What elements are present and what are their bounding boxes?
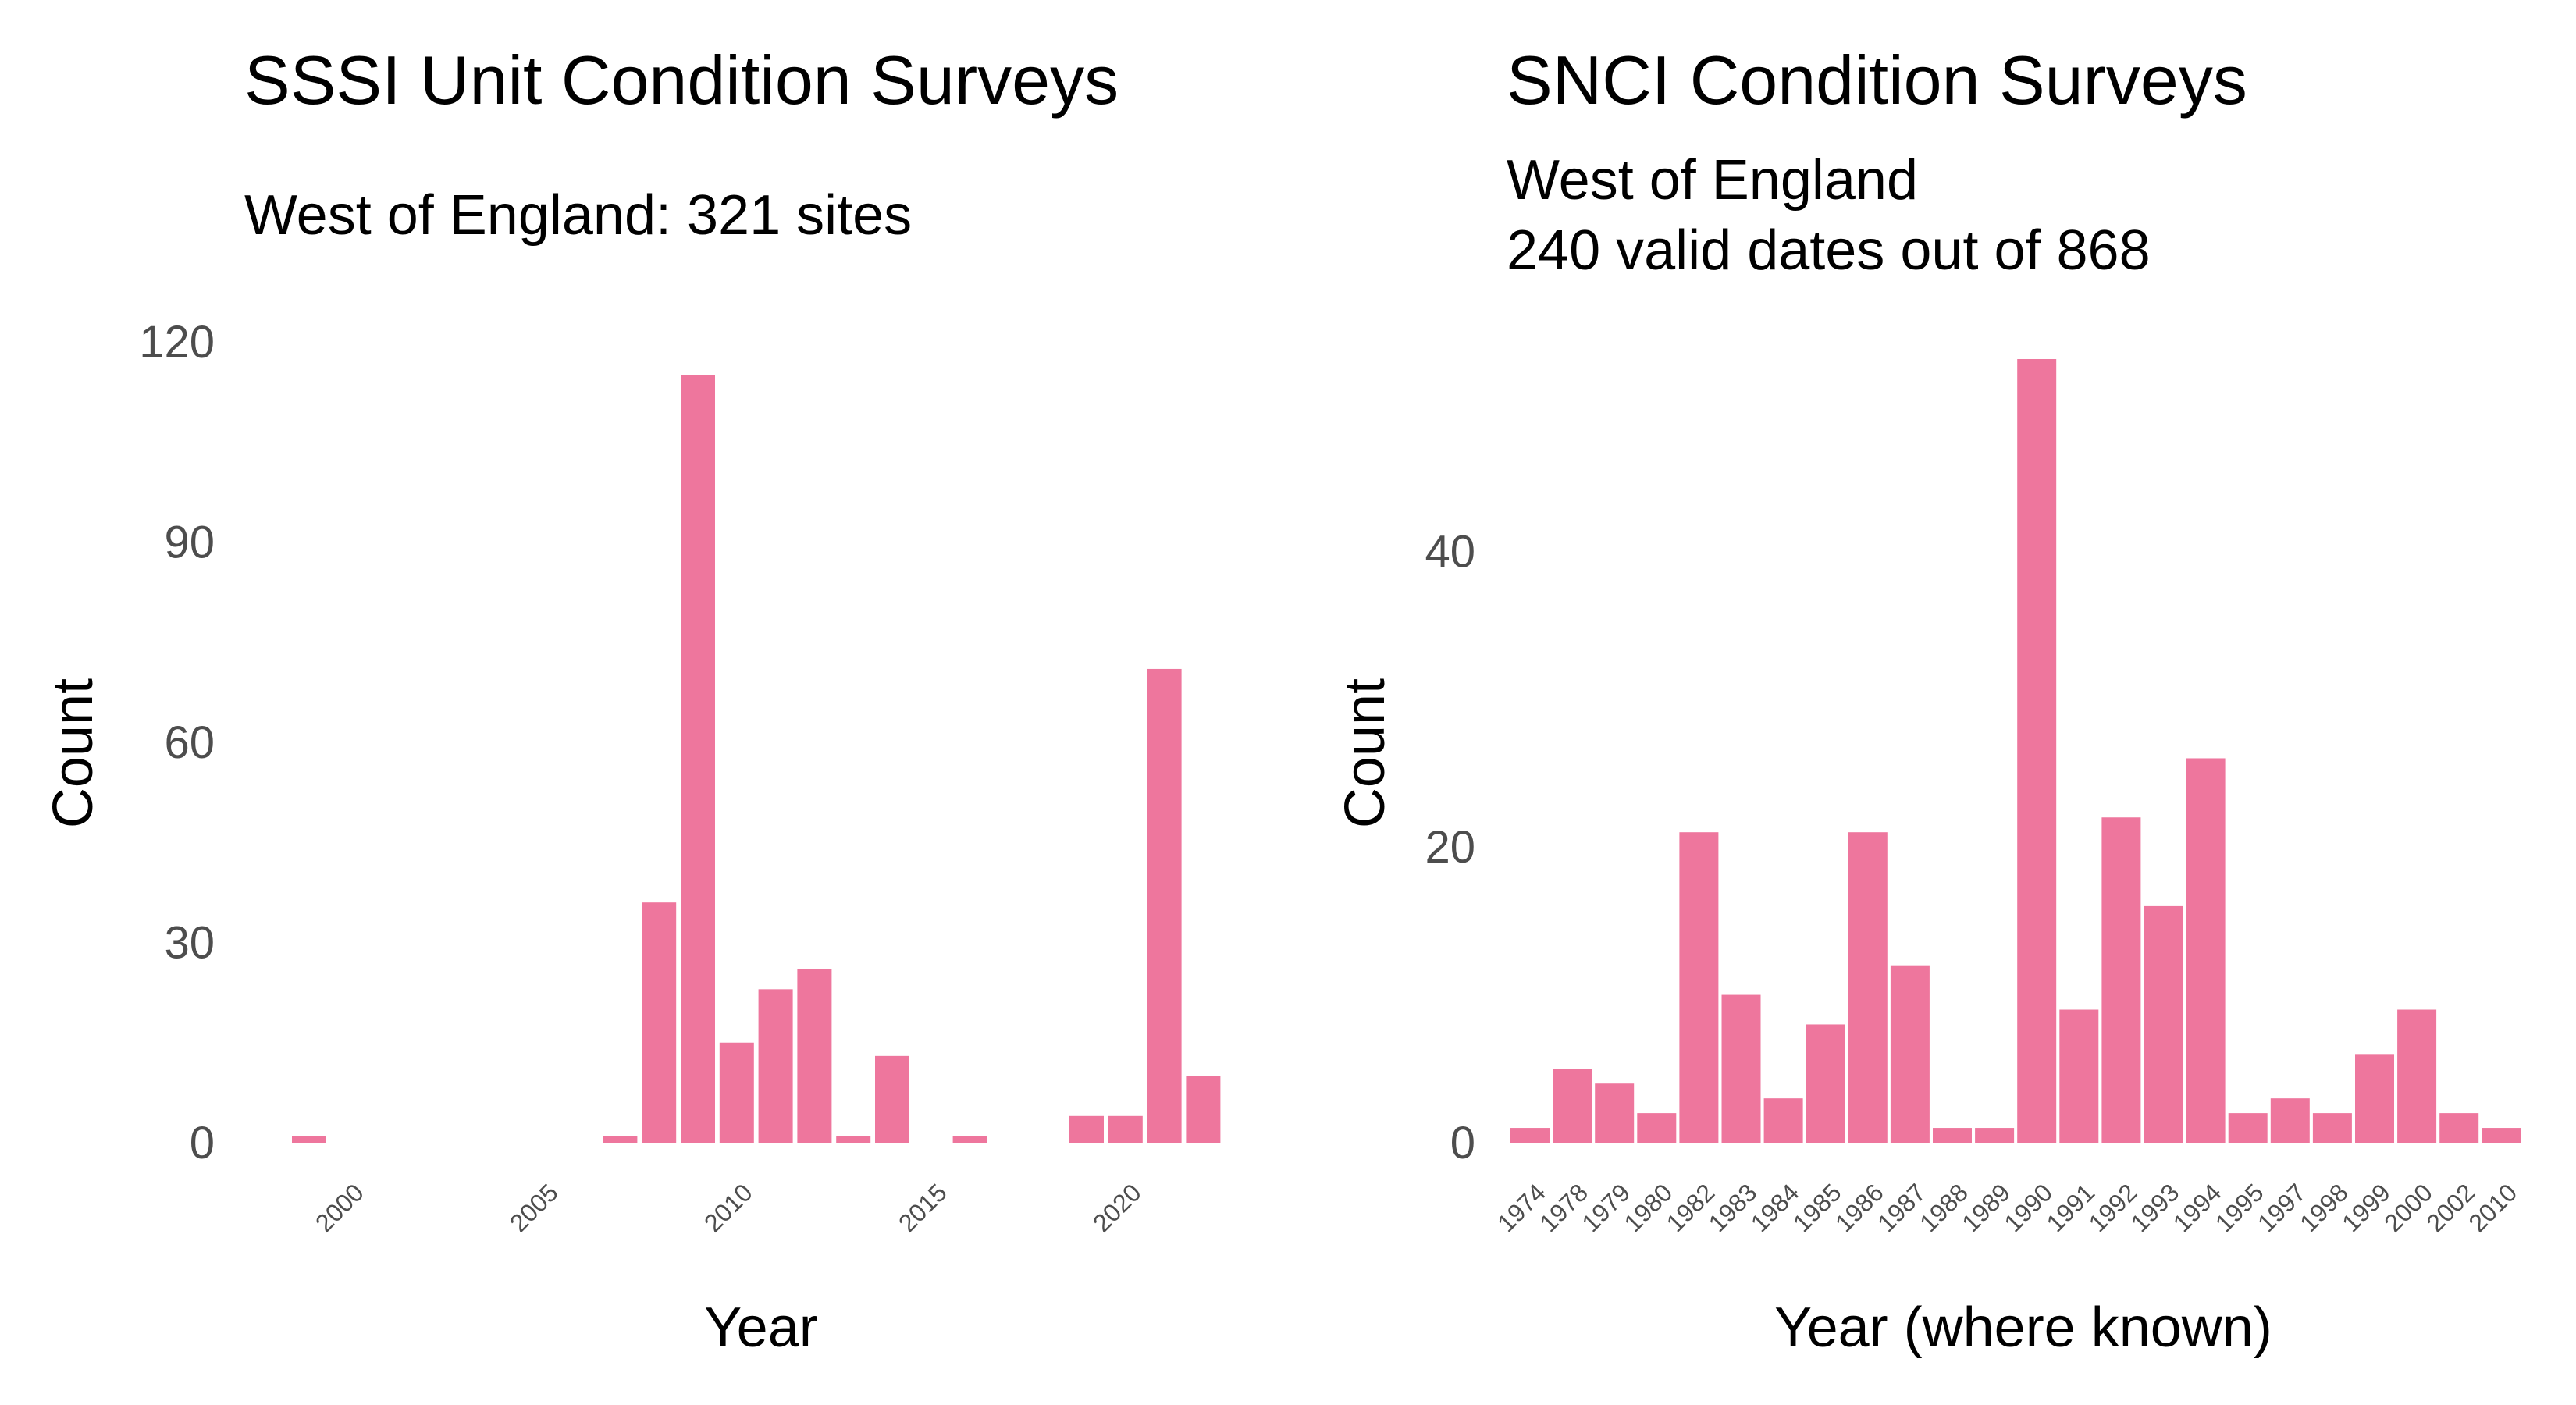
sssi-bar-2011	[758, 989, 793, 1143]
snci-x-tick-label: 1990	[1998, 1178, 2058, 1237]
snci-x-tick-label: 1998	[2294, 1178, 2354, 1237]
snci-y-tick-label: 0	[1450, 1118, 1475, 1168]
snci-bar-1989	[1975, 1128, 2015, 1143]
sssi-bar-2021	[1147, 668, 1182, 1143]
snci-x-tick-label: 1993	[2126, 1178, 2185, 1237]
snci-x-tick-label: 1988	[1914, 1178, 1973, 1237]
snci-bar-1991	[2059, 1009, 2099, 1143]
sssi-y-tick-label: 90	[164, 518, 215, 568]
snci-chart-subtitle-line1: West of England	[1507, 149, 1918, 212]
snci-y-tick-label: 40	[1425, 526, 1475, 577]
snci-bar-1993	[2144, 905, 2183, 1143]
sssi-bar-2007	[603, 1136, 638, 1143]
sssi-bar-2010	[719, 1042, 754, 1143]
snci-bar-2002	[2439, 1113, 2479, 1143]
snci-x-tick-label: 2010	[2463, 1178, 2522, 1237]
sssi-bars	[292, 375, 1221, 1143]
sssi-bar-2012	[797, 969, 832, 1143]
snci-bars	[1510, 359, 2521, 1143]
snci-bar-1985	[1806, 1024, 1845, 1143]
sssi-x-tick-label: 2010	[699, 1178, 758, 1237]
snci-y-tick-label: 20	[1425, 822, 1475, 873]
sssi-x-tick-label: 2020	[1087, 1178, 1147, 1237]
snci-x-tick-label: 1997	[2252, 1178, 2311, 1237]
snci-x-tick-label: 1991	[2041, 1178, 2100, 1237]
sssi-y-tick-label: 60	[164, 717, 215, 768]
snci-x-tick-label: 1974	[1492, 1178, 1551, 1237]
snci-bar-1980	[1637, 1113, 1677, 1143]
snci-bar-1974	[1510, 1128, 1550, 1143]
snci-x-tick-label: 1986	[1830, 1178, 1889, 1237]
snci-bar-1994	[2186, 758, 2226, 1143]
sssi-bar-2020	[1108, 1115, 1143, 1143]
sssi-x-axis-title: Year	[704, 1297, 817, 1359]
snci-x-tick-label: 1979	[1576, 1178, 1635, 1237]
snci-x-tick-label: 1992	[2083, 1178, 2143, 1237]
sssi-bar-2022	[1186, 1076, 1221, 1143]
snci-bar-1998	[2312, 1113, 2352, 1143]
snci-bar-1986	[1848, 832, 1888, 1143]
sssi-y-tick-label: 120	[139, 317, 215, 368]
sssi-chart-title: SSSI Unit Condition Surveys	[244, 41, 1119, 119]
snci-bar-1984	[1763, 1098, 1803, 1143]
sssi-x-tick-label: 2000	[310, 1178, 369, 1237]
snci-y-axis-title: Count	[1334, 678, 1397, 828]
snci-bar-1983	[1721, 994, 1761, 1143]
snci-bar-1999	[2355, 1054, 2394, 1143]
snci-bar-1979	[1595, 1083, 1635, 1143]
snci-x-tick-label: 1995	[2210, 1178, 2269, 1237]
snci-bar-1978	[1553, 1069, 1592, 1143]
sssi-x-ticks: 2000 2005 2010 2015 2020	[310, 1178, 1147, 1237]
snci-bar-1988	[1933, 1128, 1972, 1143]
sssi-y-tick-label: 0	[190, 1118, 215, 1168]
snci-chart-title: SNCI Condition Surveys	[1507, 41, 2247, 119]
sssi-bar-2009	[681, 375, 715, 1143]
sssi-x-tick-label: 2005	[504, 1178, 564, 1237]
sssi-y-tick-label: 30	[164, 918, 215, 969]
snci-bar-1982	[1679, 832, 1719, 1143]
sssi-chart: SSSI Unit Condition Surveys West of Engl…	[42, 41, 1221, 1359]
snci-x-tick-label: 2000	[2379, 1178, 2438, 1237]
sssi-bar-2016	[952, 1136, 987, 1143]
snci-chart: SNCI Condition Surveys West of England 2…	[1334, 41, 2522, 1359]
snci-chart-subtitle-line2: 240 valid dates out of 868	[1507, 219, 2151, 282]
snci-x-tick-label: 1980	[1618, 1178, 1678, 1237]
sssi-y-ticks: 0 30 60 90 120	[139, 317, 215, 1168]
snci-bar-1990	[2017, 359, 2057, 1143]
sssi-bar-2019	[1069, 1115, 1104, 1143]
snci-bar-1987	[1890, 965, 1930, 1143]
snci-y-ticks: 0 20 40	[1425, 526, 1475, 1168]
snci-x-tick-label: 1978	[1534, 1178, 1593, 1237]
sssi-bar-1999	[292, 1136, 326, 1143]
snci-x-tick-label: 1982	[1661, 1178, 1720, 1237]
sssi-bar-2013	[836, 1136, 871, 1143]
sssi-bar-2014	[875, 1055, 909, 1143]
snci-bar-2000	[2397, 1009, 2437, 1143]
snci-x-tick-label: 1984	[1745, 1178, 1805, 1237]
snci-x-tick-label: 2002	[2421, 1178, 2480, 1237]
sssi-bar-2008	[642, 902, 677, 1143]
snci-bar-1997	[2270, 1098, 2310, 1143]
snci-x-tick-label: 1983	[1703, 1178, 1763, 1237]
snci-bar-1995	[2228, 1113, 2268, 1143]
snci-x-ticks: 1974197819791980198219831984198519861987…	[1492, 1178, 2522, 1237]
sssi-y-axis-title: Count	[42, 678, 105, 828]
snci-x-tick-label: 1985	[1788, 1178, 1847, 1237]
snci-x-axis-title: Year (where known)	[1774, 1297, 2272, 1359]
snci-x-tick-label: 1989	[1956, 1178, 2016, 1237]
sssi-chart-subtitle: West of England: 321 sites	[244, 184, 912, 247]
snci-x-tick-label: 1994	[2168, 1178, 2227, 1237]
sssi-x-tick-label: 2015	[893, 1178, 952, 1237]
snci-bar-1992	[2101, 817, 2141, 1143]
snci-x-tick-label: 1999	[2336, 1178, 2396, 1237]
snci-bar-2010	[2482, 1128, 2521, 1143]
snci-x-tick-label: 1987	[1872, 1178, 1931, 1237]
